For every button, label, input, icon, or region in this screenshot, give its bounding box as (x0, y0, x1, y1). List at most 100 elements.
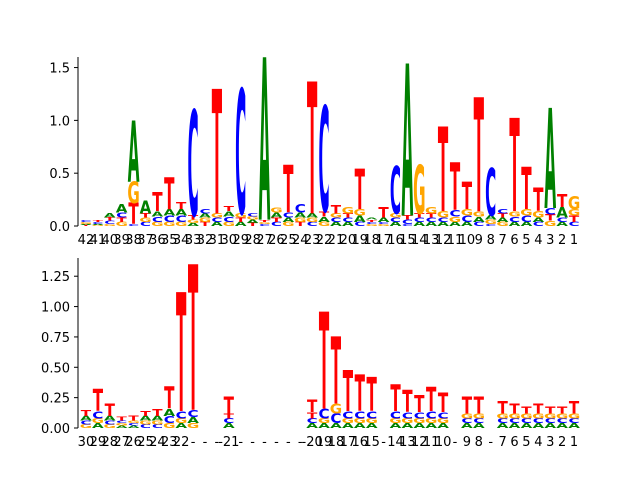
logo-letter-1-10-0: T (200, 220, 211, 227)
logo-letter-1-23-2: G (354, 208, 366, 218)
logo-letter-2-39-1: C (545, 417, 556, 425)
x-tick-label-1-16: 26 (268, 233, 285, 248)
x-tick-label-2-5: 25 (137, 435, 154, 450)
logo-letter-2-19-0: A (306, 422, 318, 430)
logo-letter-2-3-2: C (116, 420, 127, 424)
logo-panel-2: 0.000.250.500.751.001.25GCATAGCTGCATAGCT… (41, 226, 580, 457)
x-tick-label-2-36: 6 (510, 435, 518, 450)
logo-letter-2-35-3: T (497, 398, 507, 418)
logo-letter-2-37-2: G (520, 412, 532, 420)
logo-letter-2-8-0: A (175, 422, 187, 430)
logo-letter-2-26-2: C (390, 410, 401, 422)
logo-letter-1-15-2: T (259, 219, 270, 222)
logo-letter-1-14-2: G (246, 216, 258, 221)
logo-letter-1-39-1: T (545, 213, 556, 223)
x-tick-label-2-26: 14 (387, 435, 404, 450)
logo-letter-2-36-2: G (508, 412, 520, 420)
logo-letter-1-16-1: T (271, 216, 282, 223)
y-tick-label-2-4: 1.00 (41, 301, 70, 316)
x-tick-label-1-26: 16 (387, 233, 404, 248)
logo-letter-1-34-1: G (485, 218, 497, 225)
logo-letter-1-24-3: A (366, 217, 379, 220)
logo-letter-2-23-3: T (355, 365, 365, 423)
logo-letter-1-11-1: C (211, 216, 222, 223)
logo-letter-2-27-0: A (402, 422, 414, 430)
logo-letter-2-1-2: C (92, 410, 103, 422)
x-tick-label-2-11: - (215, 435, 220, 450)
x-tick-label-2-33: 8 (475, 435, 483, 450)
logo-letter-2-0-1: C (80, 420, 91, 426)
logo-letter-2-21-0: A (330, 422, 342, 430)
logo-letter-1-2-2: T (105, 217, 116, 222)
logo-letter-2-20-1: G (318, 417, 330, 425)
logo-letter-1-1-1: A (92, 224, 105, 226)
logo-letter-1-4-3: A (128, 105, 140, 202)
logo-letter-1-0-1: A (80, 224, 93, 226)
logo-letter-2-7-1: C (164, 415, 175, 427)
y-tick-label-2-1: 0.25 (41, 392, 70, 407)
logo-letter-1-35-1: A (497, 216, 509, 223)
logo-letter-1-16-2: A (271, 211, 284, 220)
x-tick-label-2-38: 4 (534, 435, 542, 450)
logo-letter-1-31-1: G (449, 215, 461, 224)
logo-letter-2-6-1: G (151, 420, 163, 426)
logo-letter-1-7-0: G (163, 220, 175, 227)
logo-letter-2-32-3: T (462, 392, 473, 419)
logo-letter-1-13-0: A (235, 220, 247, 227)
logo-letter-2-30-1: G (437, 417, 449, 425)
logo-letter-1-32-1: C (461, 214, 472, 224)
logo-letter-1-24-1: C (366, 221, 377, 224)
x-tick-label-2-9: - (191, 435, 196, 450)
logo-letter-1-34-3: C (485, 156, 496, 232)
logo-letter-1-20-2: T (319, 210, 330, 219)
logo-letter-1-32-0: A (461, 220, 473, 227)
x-tick-label-2-10: - (203, 435, 208, 450)
x-tick-label-2-21: 18 (328, 435, 345, 450)
x-tick-label-1-41: 1 (570, 233, 578, 248)
logo-letter-1-29-0: A (425, 220, 437, 227)
logo-letter-2-32-2: G (461, 412, 473, 420)
x-tick-label-2-31: - (453, 435, 458, 450)
logo-letter-2-12-3: T (224, 392, 235, 419)
x-tick-label-1-7: 35 (161, 233, 178, 248)
logo-letter-1-31-0: A (449, 220, 461, 227)
x-tick-label-1-4: 38 (125, 233, 142, 248)
x-tick-label-2-22: 17 (340, 435, 357, 450)
logo-letter-1-19-3: T (307, 47, 317, 257)
y-tick-label-2-3: 0.75 (41, 331, 70, 346)
logo-letter-2-30-3: T (438, 389, 448, 420)
logo-letter-1-41-2: G (568, 208, 580, 218)
logo-letter-1-38-0: C (533, 220, 544, 227)
logo-letter-1-14-1: A (247, 219, 259, 224)
logo-letter-1-14-0: T (247, 222, 258, 227)
logo-letter-2-19-3: T (307, 397, 317, 417)
logo-letter-1-6-2: A (152, 210, 165, 219)
logo-letter-2-28-2: C (414, 411, 425, 421)
logo-letter-1-13-2: G (235, 212, 247, 219)
logo-letter-2-33-1: C (473, 417, 484, 425)
logo-letter-2-20-3: T (319, 286, 329, 441)
logo-letter-1-0-3: C (80, 219, 91, 222)
logo-letter-1-34-2: A (485, 214, 497, 221)
logo-letter-1-27-3: A (402, 22, 414, 265)
logo-letter-1-7-3: T (164, 169, 174, 220)
logo-letter-1-12-3: T (224, 205, 235, 214)
logo-letter-2-28-0: A (413, 422, 425, 430)
logo-letter-1-28-3: G (413, 153, 425, 230)
x-tick-label-1-24: 18 (363, 233, 380, 248)
logo-letter-1-40-3: T (557, 191, 568, 211)
logo-letter-2-35-0: A (497, 422, 509, 430)
logo-letter-2-7-2: A (163, 407, 175, 419)
logo-letter-1-38-1: A (532, 216, 544, 223)
logo-letter-2-33-2: G (473, 412, 485, 420)
x-tick-label-2-34: - (488, 435, 493, 450)
logo-letter-2-41-3: T (569, 398, 579, 418)
logo-letter-2-8-1: G (175, 417, 187, 425)
x-tick-label-1-10: 32 (197, 233, 214, 248)
logo-letter-1-27-0: C (402, 223, 413, 226)
logo-letter-2-26-3: T (390, 377, 400, 420)
x-tick-label-1-25: 17 (375, 233, 392, 248)
logo-letter-1-19-1: G (306, 216, 318, 223)
logo-letter-1-3-3: A (116, 202, 128, 216)
logo-letter-2-5-0: C (140, 424, 151, 430)
